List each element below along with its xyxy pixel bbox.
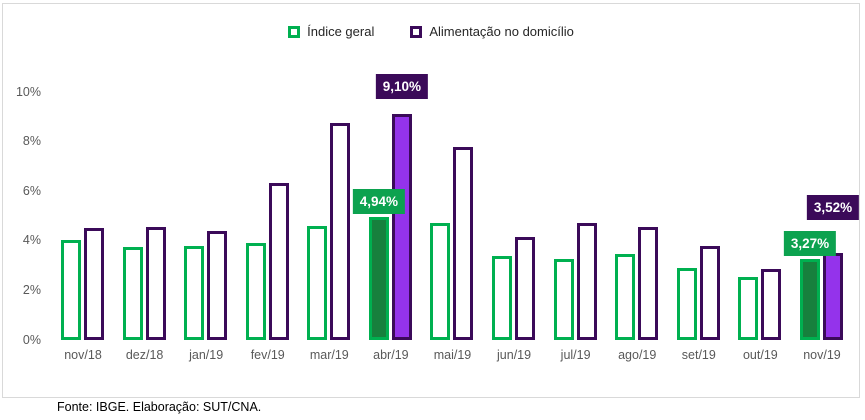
- bar-indice-geral: [307, 225, 328, 340]
- bar-indice-geral: [430, 223, 451, 340]
- bar-alimentacao-domicilio: [330, 123, 351, 340]
- bar-alimentacao-domicilio: [207, 230, 228, 340]
- x-axis-tick-label: abr/19: [373, 348, 409, 362]
- x-axis-tick-label: mai/19: [433, 348, 472, 362]
- bar-indice-geral: [245, 243, 266, 340]
- bar-alimentacao-domicilio: [699, 245, 720, 340]
- bar-alimentacao-domicilio: [268, 182, 289, 340]
- x-axis-tick-label: ago/19: [618, 348, 657, 362]
- legend-item-alimentacao: Alimentação no domicílio: [410, 24, 574, 39]
- bar-alimentacao-domicilio: [822, 252, 843, 340]
- bar-indice-geral: [738, 276, 759, 340]
- bar-indice-geral: [676, 268, 697, 340]
- bar-alimentacao-domicilio: [638, 227, 659, 340]
- bar-alimentacao-domicilio: [145, 227, 166, 340]
- bar-indice-geral: [492, 255, 513, 340]
- bar-indice-geral: [553, 259, 574, 340]
- purple-square-icon: [410, 25, 423, 38]
- y-axis-tick-label: 10%: [15, 84, 41, 99]
- chart-frame: Índice geral Alimentação no domicílio 0%…: [2, 3, 860, 398]
- data-label-alimentacao: 9,10%: [375, 74, 429, 100]
- x-axis-tick-label: jan/19: [189, 348, 224, 362]
- x-axis-tick-label: dez/18: [125, 348, 164, 362]
- data-label-alimentacao: 3,52%: [806, 194, 860, 220]
- x-axis-tick-label: fev/19: [250, 348, 285, 362]
- x-axis-tick-label: out/19: [742, 348, 778, 362]
- x-axis-tick-label: jun/19: [497, 348, 532, 362]
- bar-indice-geral: [122, 247, 143, 340]
- x-axis-tick-label: nov/19: [803, 348, 841, 362]
- bar-indice-geral: [61, 239, 81, 340]
- y-axis-tick-label: 6%: [22, 183, 41, 198]
- bar-alimentacao-domicilio: [576, 223, 597, 340]
- x-axis-tick-label: set/19: [681, 348, 716, 362]
- source-note: Fonte: IBGE. Elaboração: SUT/CNA.: [57, 400, 262, 414]
- x-axis-tick-label: jul/19: [560, 348, 591, 362]
- data-label-indice-geral: 4,94%: [352, 189, 406, 215]
- green-square-icon: [288, 25, 301, 38]
- bar-alimentacao-domicilio: [515, 237, 536, 340]
- bar-alimentacao-domicilio: [391, 114, 412, 340]
- legend-label-indice-geral: Índice geral: [307, 24, 375, 39]
- bar-indice-geral: [799, 258, 820, 340]
- x-axis-tick-label: mar/19: [309, 348, 349, 362]
- x-axis-tick-label: nov/18: [64, 348, 102, 362]
- data-label-indice-geral: 3,27%: [783, 230, 837, 256]
- y-axis-tick-label: 2%: [22, 282, 41, 297]
- legend: Índice geral Alimentação no domicílio: [3, 24, 859, 39]
- y-axis-tick-label: 0%: [22, 332, 41, 347]
- legend-label-alimentacao: Alimentação no domicílio: [429, 24, 574, 39]
- y-axis-tick-label: 4%: [22, 233, 41, 248]
- bar-alimentacao-domicilio: [84, 228, 104, 340]
- bar-indice-geral: [368, 217, 389, 340]
- bar-indice-geral: [184, 245, 205, 340]
- y-axis-tick-label: 8%: [22, 134, 41, 149]
- bar-alimentacao-domicilio: [453, 146, 474, 340]
- bar-indice-geral: [615, 254, 636, 340]
- bar-alimentacao-domicilio: [761, 269, 782, 340]
- legend-item-indice-geral: Índice geral: [288, 24, 374, 39]
